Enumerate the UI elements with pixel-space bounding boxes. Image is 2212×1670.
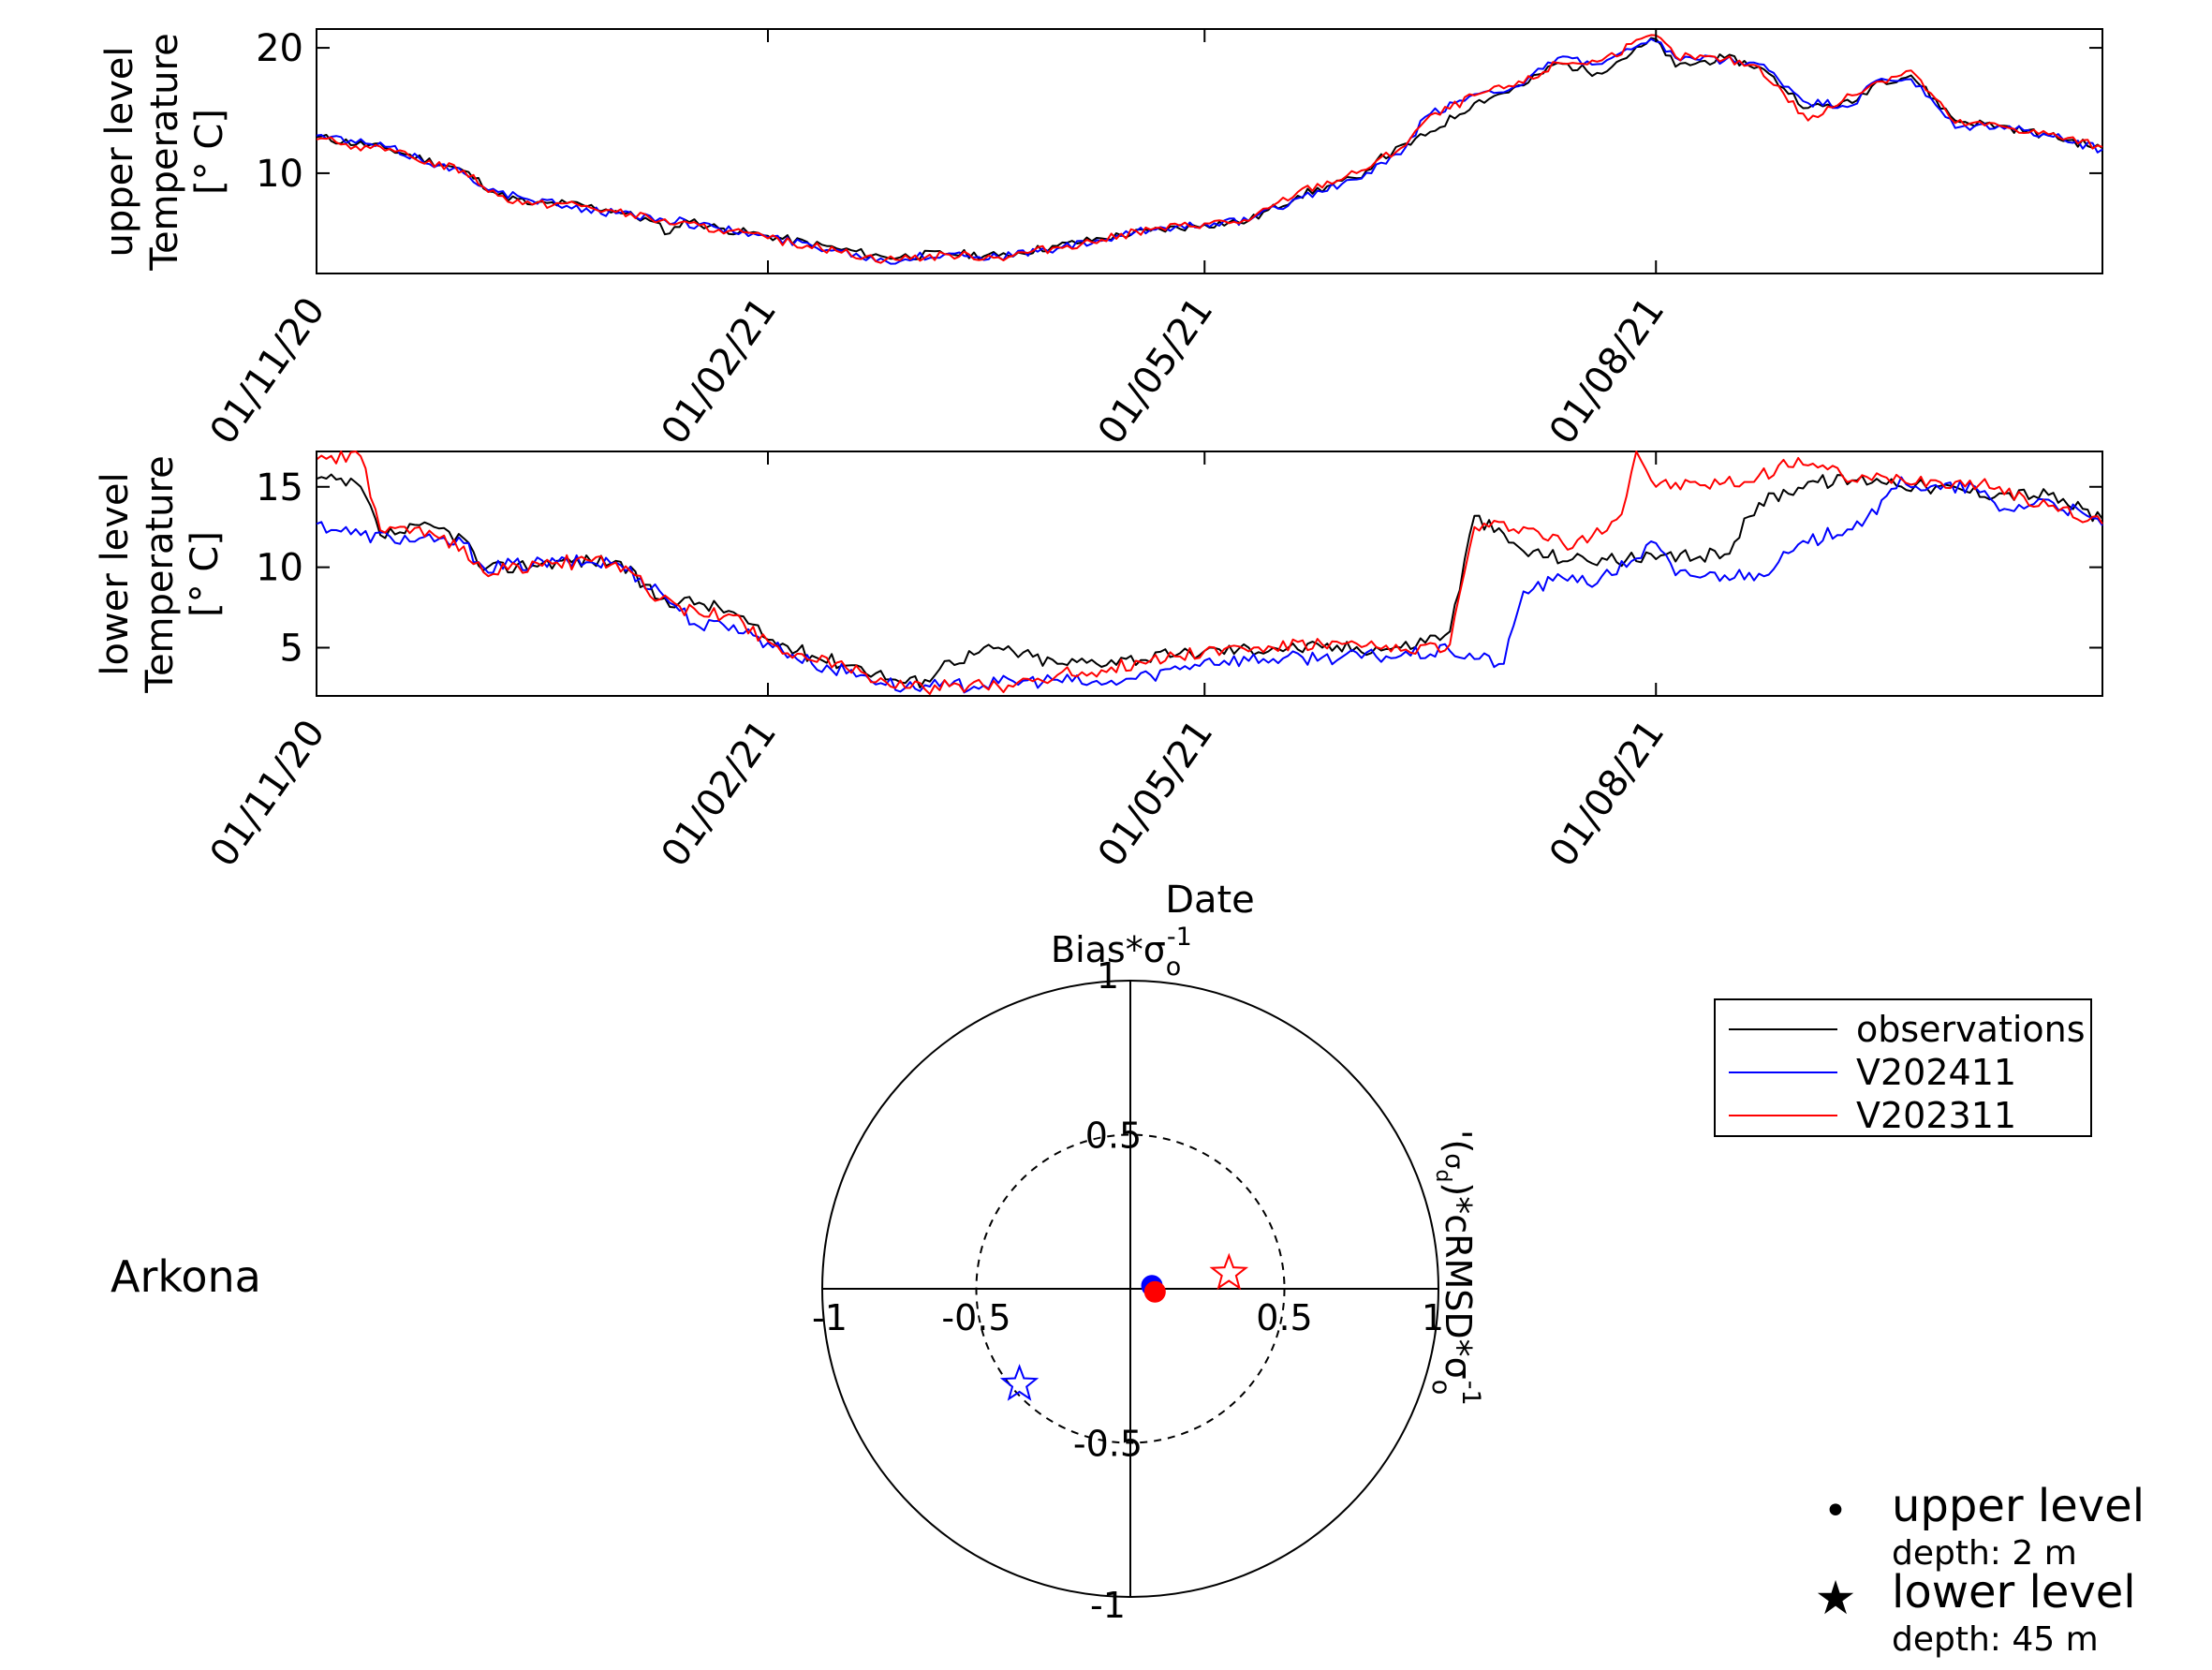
lower-series-v202411 [316,476,2103,694]
legend-frame [1714,998,2092,1137]
target-point-v202311-upper [1143,1280,1166,1303]
lower-ytick-label: 10 [256,547,303,590]
target-xtick-label: 0.5 [1256,1297,1312,1338]
upper-xtick-label: 01/08/21 [1541,289,1674,452]
lower-xlabel: Date [1165,879,1255,922]
marker-legend-lower-depth: depth: 45 m [1892,1620,2099,1659]
lower-xtick-label: 01/05/21 [1090,712,1222,875]
lower-ylabel-line3: [° C] [184,531,227,617]
lower-plot-frame [316,451,2103,697]
lower-xtick-label: 01/08/21 [1541,712,1674,875]
lower-ytick-label: 5 [280,627,303,670]
target-right-label-p6: -1 [1456,1381,1485,1406]
lower-ytick-label: 15 [256,466,303,510]
legend-label-v202311: V202311 [1856,1095,2016,1136]
marker-legend: • upper level depth: 2 m ★ lower level d… [1815,1480,2145,1659]
lower-level-panel: 5 10 15 01/11/20 01/02/21 01/05/21 01/08/21 l… [94,451,2103,922]
target-right-label-p2: d [1431,1169,1454,1182]
lower-xtick-label: 01/11/20 [201,712,333,875]
marker-legend-upper-label: upper level [1892,1480,2145,1532]
target-ytick-label: 0.5 [1085,1116,1142,1157]
lower-ylabel-line2: Temperature [139,455,182,693]
upper-plot-frame [316,28,2103,274]
target-ytick-label: -0.5 [1073,1424,1143,1465]
upper-xtick-label: 01/02/21 [653,289,785,452]
target-xtick-label: 1 [1422,1297,1444,1338]
lower-series-v202311 [316,451,2103,695]
target-title: Bias*σo-1 [1051,923,1192,982]
target-right-label-p4: σ [1438,1357,1479,1380]
target-point-v202311-lower [1209,1252,1249,1291]
marker-legend-upper-symbol: • [1823,1487,1848,1535]
marker-legend-lower-label: lower level [1892,1566,2136,1618]
upper-series-v202411 [316,37,2103,265]
upper-level-panel: 10 20 01/11/20 01/02/21 01/05/21 01/08/21 up… [98,27,2103,452]
lower-ylabel-line1: lower level [94,472,137,675]
upper-ylabel-line1: upper level [98,46,141,257]
target-point-v202411-lower [999,1364,1040,1401]
upper-ytick-label: 20 [256,27,303,70]
target-ytick-label: 1 [1097,955,1119,997]
upper-ylabel-line3: [° C] [188,109,231,195]
target-xtick-label: -0.5 [941,1297,1010,1338]
upper-series-v202311 [316,34,2103,264]
target-diagram: -1-1-0.5-0.50.50.511 Bias*σo-1 '(σd)*cRM… [812,923,1485,1626]
target-right-label: '(σd)*cRMSD*σo-1 [1426,1130,1485,1406]
target-title-sub: o [1166,953,1182,982]
upper-xtick-label: 01/11/20 [201,289,333,452]
station-label: Arkona [111,1251,261,1302]
target-xtick-label: -1 [812,1297,848,1338]
marker-legend-lower-symbol: ★ [1815,1571,1857,1625]
target-title-sup: -1 [1167,923,1192,952]
upper-ytick-label: 10 [256,153,303,196]
target-right-label-p0: '( [1438,1130,1479,1153]
legend-label-v202411: V202411 [1856,1052,2016,1093]
target-right-label-p5: o [1426,1380,1455,1396]
upper-ylabel-line2: Temperature [143,33,186,271]
target-ytick-label: -1 [1090,1585,1126,1626]
target-title-main: Bias*σ [1051,929,1166,970]
legend-label-observations: observations [1856,1009,2086,1050]
upper-xtick-label: 01/05/21 [1090,289,1222,452]
marker-legend-upper-depth: depth: 2 m [1892,1534,2077,1573]
target-right-label-p3: )*cRMSD* [1438,1182,1479,1356]
lower-series-observations [316,473,2103,689]
target-right-label-p1: σ [1439,1153,1468,1169]
lower-xtick-label: 01/02/21 [653,712,785,875]
